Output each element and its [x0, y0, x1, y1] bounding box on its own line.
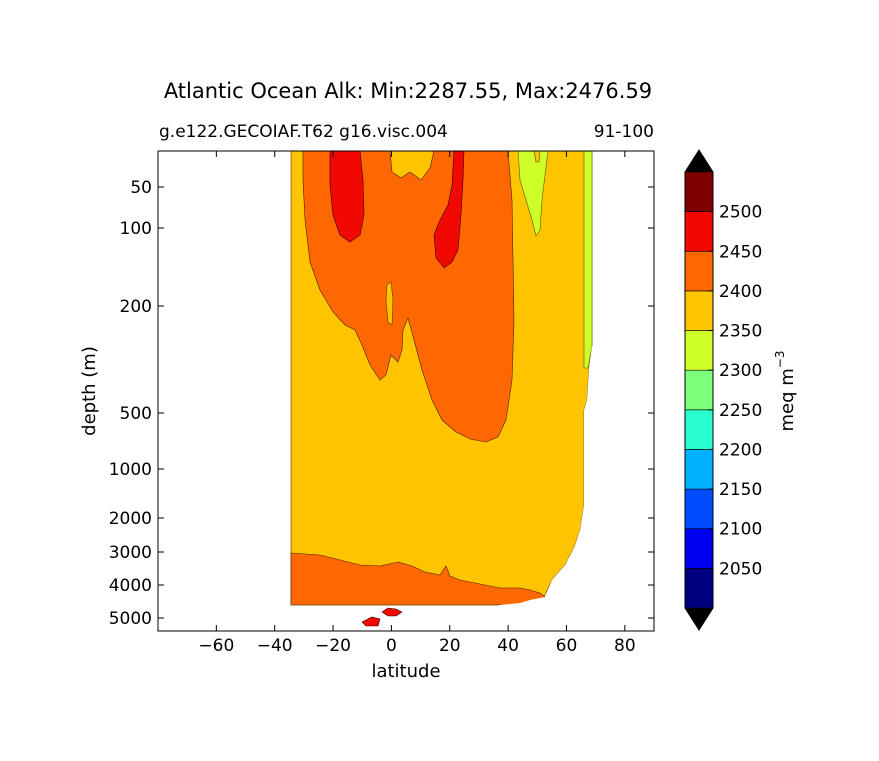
contour-2350-patch: [533, 151, 541, 163]
y-tick-label: 200: [120, 297, 152, 317]
x-tick-label: 20: [439, 636, 461, 656]
chart-title: Atlantic Ocean Alk: Min:2287.55, Max:247…: [164, 79, 652, 103]
colorbar-tick-label: 2500: [719, 203, 762, 223]
colorbar-extend-min: [685, 608, 713, 630]
plot-area: [158, 151, 654, 631]
colorbar-tick-label: 2200: [719, 440, 762, 460]
contour-2400-2450-bottom: [290, 552, 546, 606]
y-tick-label: 3000: [109, 543, 152, 563]
colorbar-swatch: [684, 330, 714, 371]
x-axis: −60 −40 −20 0 20 40 60 80: [198, 151, 636, 656]
svg-text:meq m−3: meq m−3: [773, 351, 798, 432]
x-tick-label: −60: [198, 636, 234, 656]
colorbar-tick-label: 2250: [719, 401, 762, 421]
y-tick-label: 2000: [109, 509, 152, 529]
colorbar: 2050 2100 2150 2200 2250 2300 2350 2400 2450 2500: [684, 149, 762, 631]
northern-boundary: [540, 346, 654, 631]
y-axis: 50 100 200 500 1000 2000 3000 4000 5000: [109, 178, 654, 629]
x-tick-label: −20: [315, 636, 351, 656]
y-tick-label: 500: [120, 404, 152, 424]
colorbar-tick-label: 2050: [719, 559, 762, 579]
colorbar-swatch: [684, 488, 714, 530]
x-axis-label: latitude: [371, 661, 440, 682]
chart-subtitle-right: 91-100: [594, 122, 654, 142]
y-tick-label: 50: [130, 178, 152, 198]
contour-2300-2350-surface: [517, 151, 549, 237]
y-tick-label: 5000: [109, 609, 152, 629]
colorbar-swatch: [684, 568, 714, 609]
colorbar-label-text: meq m: [777, 368, 798, 431]
x-tick-label: 80: [614, 636, 636, 656]
contour-2450-2500-south: [329, 151, 365, 243]
chart-subtitle-left: g.e122.GECOIAF.T62 g16.visc.004: [159, 122, 448, 142]
colorbar-tick-label: 2150: [719, 480, 762, 500]
seafloor: [291, 595, 554, 631]
colorbar-swatch: [684, 250, 714, 292]
x-tick-label: 40: [497, 636, 519, 656]
x-tick-label: −40: [257, 636, 293, 656]
colorbar-swatch: [684, 528, 714, 569]
plot-frame: [157, 150, 655, 632]
colorbar-tick-label: 2450: [719, 242, 762, 262]
colorbar-swatch: [684, 449, 714, 490]
colorbar-tick-label: 2100: [719, 520, 762, 540]
colorbar-swatch: [684, 171, 714, 212]
colorbar-outline: [684, 149, 714, 631]
colorbar-tick-label: 2400: [719, 282, 762, 302]
contour-2350-inclusion: [385, 281, 394, 326]
contour-2450-2500-north: [433, 151, 465, 269]
y-tick-label: 100: [120, 219, 152, 239]
colorbar-label-exponent: −3: [773, 351, 787, 369]
colorbar-label: meq m−3: [773, 351, 798, 432]
colorbar-swatch: [684, 290, 714, 331]
contour-2450-2500-bottom: [381, 607, 403, 617]
colorbar-extend-max: [685, 150, 713, 172]
colorbar-swatch: [684, 369, 714, 411]
colorbar-tick-label: 2300: [719, 361, 762, 381]
y-tick-label: 4000: [109, 576, 152, 596]
contour-2450-2500-bottom-2: [361, 616, 381, 627]
y-tick-label: 1000: [109, 460, 152, 480]
colorbar-tick-label: 2350: [719, 322, 762, 342]
contour-2300-2350-north: [583, 151, 593, 369]
colorbar-swatch: [684, 409, 714, 450]
colorbar-swatch: [684, 211, 714, 252]
x-tick-label: 60: [556, 636, 578, 656]
x-tick-label: 0: [386, 636, 397, 656]
y-axis-label: depth (m): [79, 346, 100, 436]
